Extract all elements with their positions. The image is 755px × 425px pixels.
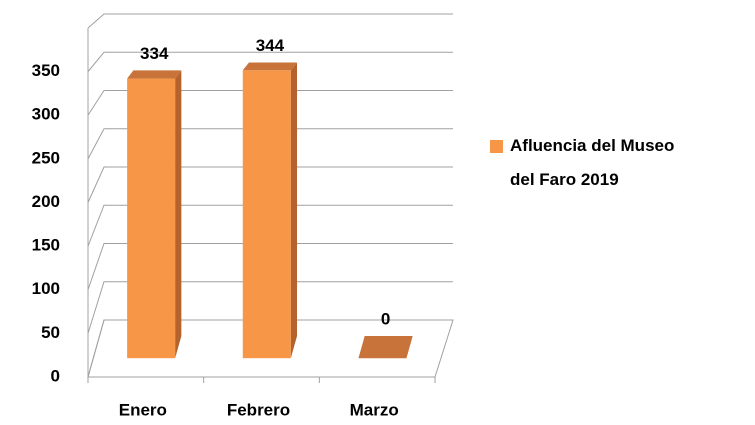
y-tick-label: 350 [32,61,60,80]
y-tick-label: 100 [32,279,60,298]
grid-line [87,319,453,378]
x-tick-label: Enero [119,400,167,419]
y-tick-label: 300 [32,105,60,124]
bar [358,335,413,359]
bar-top [358,335,413,359]
y-tick-label: 0 [51,366,60,385]
legend-label: Afluencia del Museo del Faro 2019 [510,136,674,189]
grid-line [87,166,453,203]
bar [242,62,298,359]
wall-edge [87,13,453,29]
y-tick-label: 50 [41,323,60,342]
x-tick-label: Marzo [350,400,399,419]
y-tick-label: 200 [32,192,60,211]
grid-line [87,90,453,116]
grid-line [87,204,453,247]
grid-line [87,281,453,334]
x-tick-label: Febrero [227,400,290,419]
bar-side [175,70,182,359]
grid-line [87,243,453,290]
legend-swatch [490,140,503,153]
grid-line [87,128,453,160]
data-label: 334 [140,44,169,63]
grid-line [87,51,453,72]
bar-front [127,78,176,359]
y-tick-label: 150 [32,236,60,255]
bar-top [242,62,298,71]
bar [127,70,182,359]
y-tick-label: 250 [32,148,60,167]
data-label: 0 [381,309,390,328]
bar-side [290,62,298,359]
bar-top [127,70,182,79]
data-label: 344 [256,36,285,55]
bar-front [242,70,291,359]
